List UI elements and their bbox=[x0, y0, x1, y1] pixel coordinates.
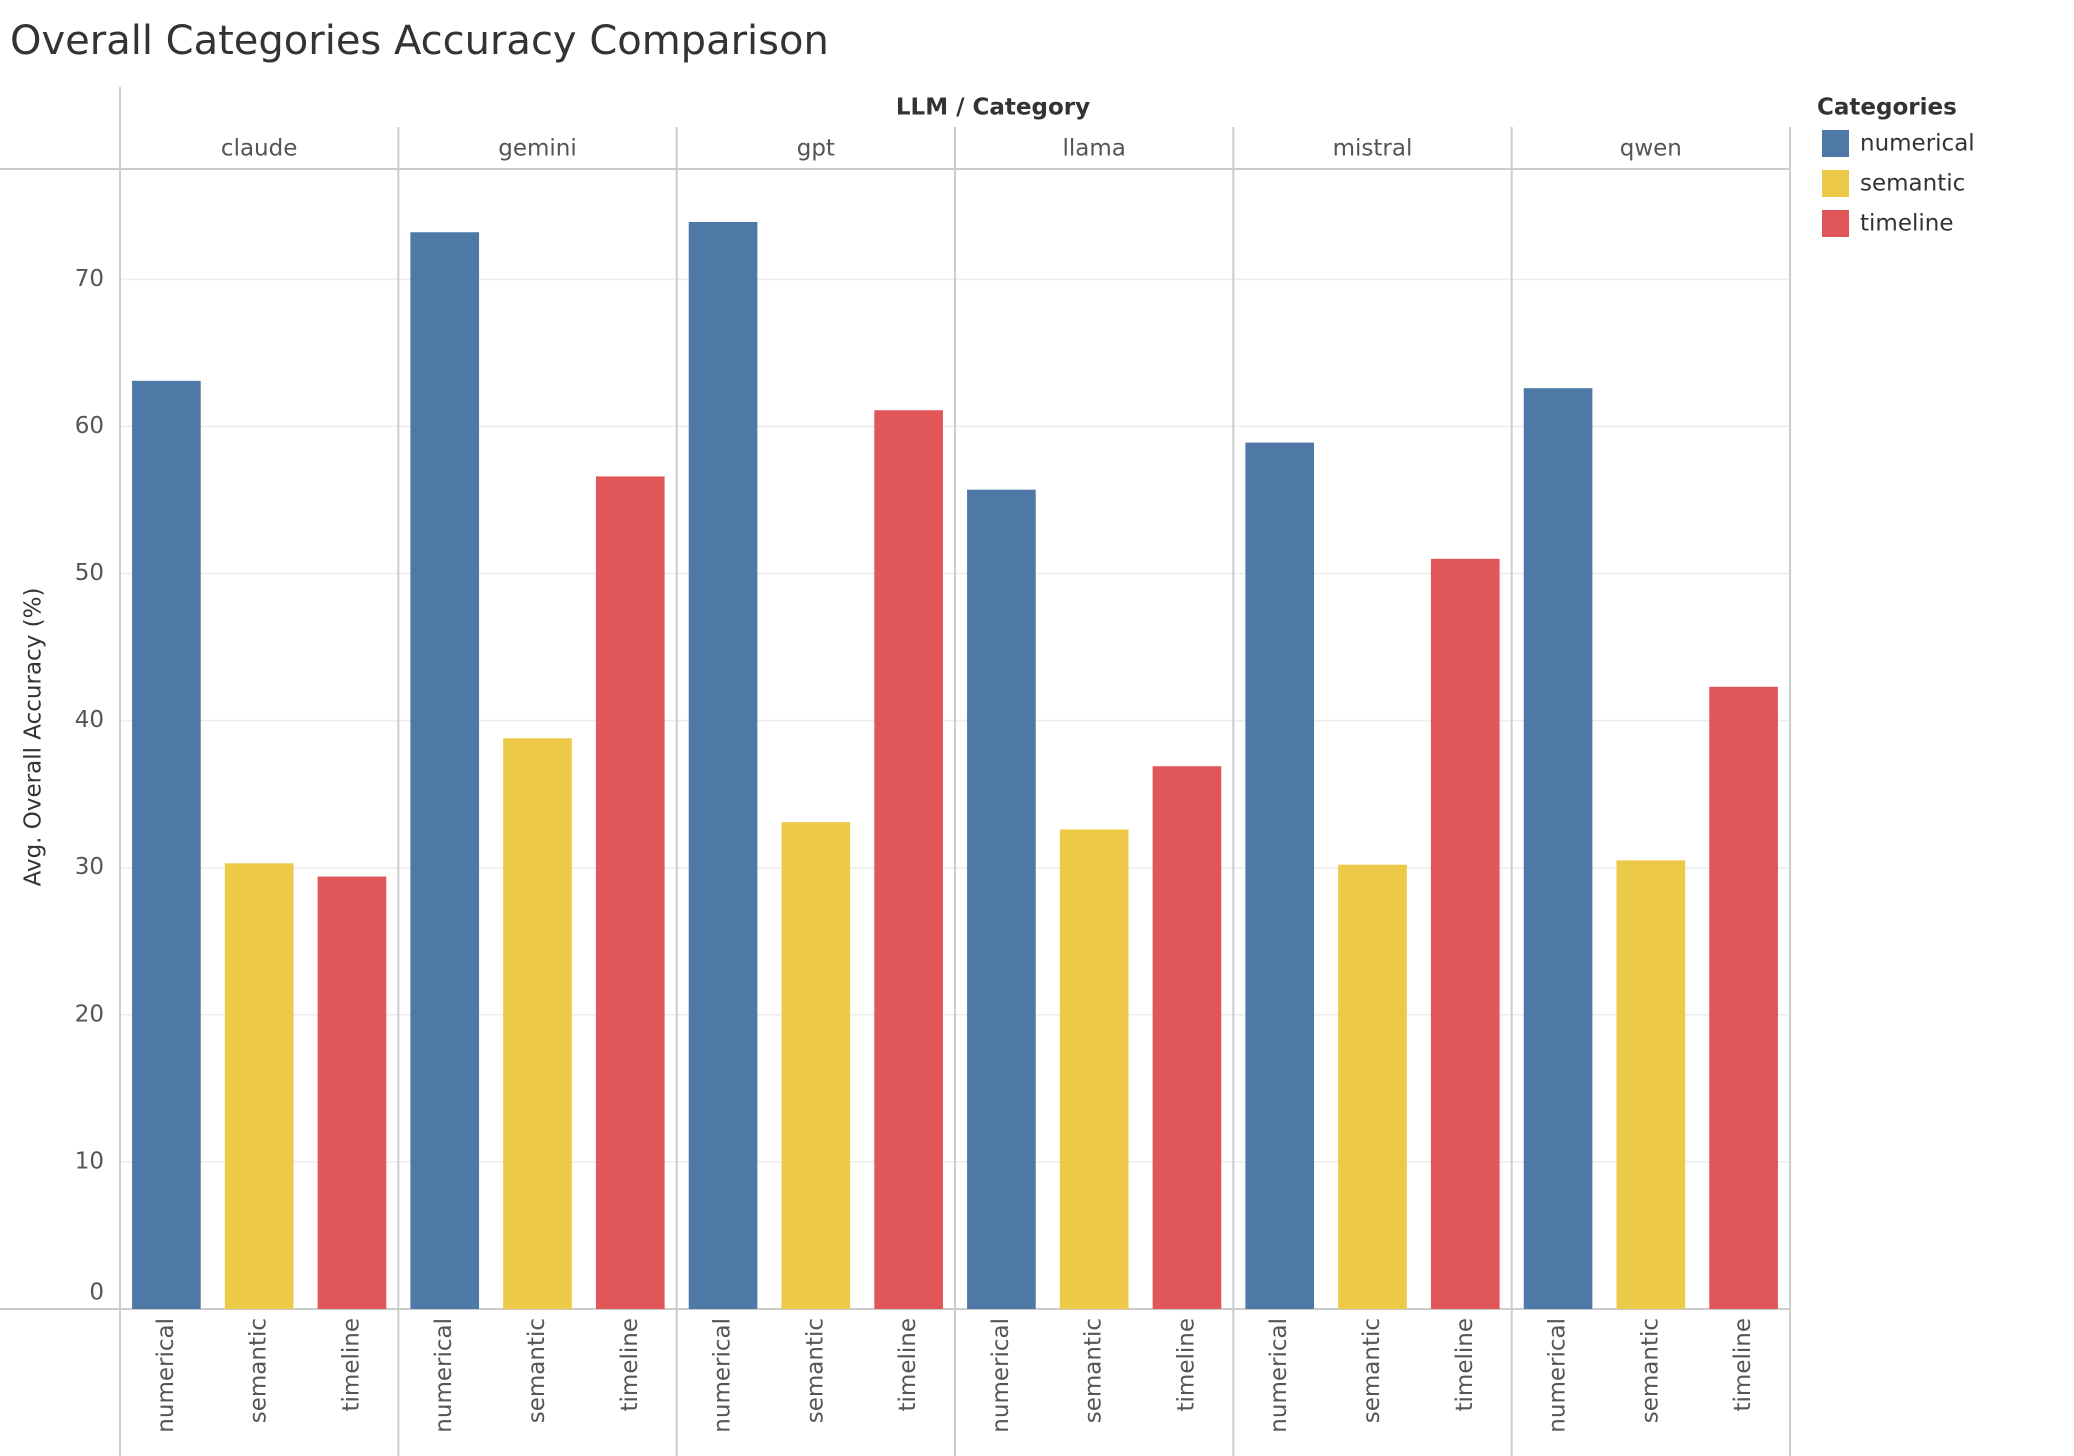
x-tick-label: semantic bbox=[246, 1318, 272, 1423]
x-tick-label: timeline bbox=[1730, 1318, 1756, 1411]
bar bbox=[1338, 864, 1407, 1309]
legend-label: numerical bbox=[1860, 131, 1975, 157]
y-axis-title: Avg. Overall Accuracy (%) bbox=[21, 588, 47, 887]
x-tick-label: timeline bbox=[617, 1318, 643, 1411]
x-tick-label: semantic bbox=[1637, 1318, 1663, 1423]
y-tick-label: 50 bbox=[75, 560, 104, 586]
bar bbox=[503, 738, 572, 1309]
legend-label: semantic bbox=[1860, 171, 1965, 197]
bar bbox=[317, 876, 387, 1309]
group-label: gemini bbox=[498, 136, 577, 162]
bar bbox=[1245, 442, 1315, 1310]
y-tick-label: 40 bbox=[75, 707, 104, 733]
bar bbox=[781, 822, 851, 1309]
x-tick-label: numerical bbox=[431, 1318, 457, 1433]
bar bbox=[1430, 558, 1500, 1309]
legend-title: Categories bbox=[1817, 95, 1957, 121]
bar bbox=[688, 221, 758, 1309]
bar bbox=[874, 410, 943, 1309]
x-tick-label: timeline bbox=[1173, 1318, 1199, 1411]
bar bbox=[1616, 860, 1686, 1309]
bar bbox=[410, 232, 480, 1310]
bar bbox=[1059, 829, 1129, 1309]
bar bbox=[1709, 686, 1778, 1309]
legend-swatch bbox=[1822, 170, 1849, 197]
x-tick-label: timeline bbox=[895, 1318, 921, 1411]
legend-label: timeline bbox=[1860, 211, 1953, 237]
y-tick-label: 60 bbox=[75, 413, 104, 439]
x-tick-label: numerical bbox=[153, 1318, 179, 1433]
y-tick-label: 10 bbox=[75, 1148, 104, 1174]
x-tick-label: semantic bbox=[524, 1318, 550, 1423]
bar bbox=[1152, 766, 1222, 1309]
x-tick-label: numerical bbox=[988, 1318, 1014, 1433]
legend-swatch bbox=[1822, 130, 1849, 157]
legend-swatch bbox=[1822, 210, 1849, 237]
x-axis-title: LLM / Category bbox=[896, 95, 1090, 121]
bar bbox=[132, 380, 201, 1310]
x-tick-label: numerical bbox=[1266, 1318, 1292, 1433]
group-label: llama bbox=[1062, 136, 1125, 162]
chart-title: Overall Categories Accuracy Comparison bbox=[10, 18, 829, 64]
x-tick-label: semantic bbox=[1359, 1318, 1385, 1423]
y-tick-label: 30 bbox=[75, 854, 104, 880]
group-label: claude bbox=[221, 136, 297, 162]
group-label: qwen bbox=[1620, 136, 1682, 162]
bar bbox=[224, 863, 294, 1309]
x-tick-label: timeline bbox=[1452, 1318, 1478, 1411]
x-tick-label: semantic bbox=[1081, 1318, 1107, 1423]
x-tick-label: numerical bbox=[710, 1318, 736, 1433]
y-tick-label: 70 bbox=[75, 266, 104, 292]
bar bbox=[967, 489, 1036, 1309]
x-tick-label: timeline bbox=[338, 1318, 364, 1411]
group-label: gpt bbox=[797, 136, 835, 162]
y-tick-label: 20 bbox=[75, 1001, 104, 1027]
bar bbox=[595, 476, 665, 1309]
x-tick-label: semantic bbox=[802, 1318, 828, 1423]
y-tick-label: 0 bbox=[89, 1280, 104, 1306]
bar bbox=[1523, 388, 1593, 1309]
x-tick-label: numerical bbox=[1545, 1318, 1571, 1433]
group-label: mistral bbox=[1333, 136, 1413, 162]
